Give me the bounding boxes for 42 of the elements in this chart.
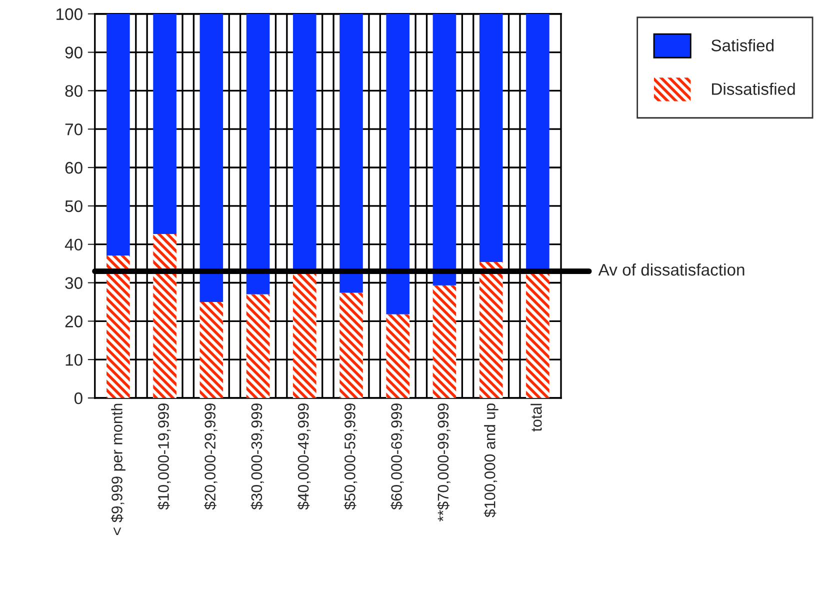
y-tick-label: 60 [65, 162, 82, 174]
bar [340, 292, 363, 398]
x-tick-label: $10,000-19,999 [157, 404, 171, 510]
x-tick-label: $60,000-69,999 [390, 404, 404, 510]
y-tick-label: 70 [65, 124, 82, 136]
bar [386, 14, 410, 314]
y-tick-label: 20 [65, 316, 82, 328]
legend-label: Satisfied [711, 39, 774, 52]
y-tick-label: 100 [56, 8, 82, 20]
x-tick-label: $30,000-39,999 [250, 404, 264, 510]
x-tick-label: $20,000-29,999 [204, 404, 218, 510]
bar [432, 14, 456, 286]
y-tick-label: 90 [65, 46, 82, 58]
y-tick-label: 50 [65, 200, 82, 212]
y-tick-label: 80 [65, 85, 82, 97]
bar [153, 14, 176, 234]
bar [432, 285, 456, 398]
y-tick-label: 40 [64, 238, 82, 251]
bar [246, 14, 270, 294]
x-tick-label: $100,000 and up [484, 403, 498, 518]
x-tick-label: $40,000-49,999 [297, 404, 311, 510]
bar [246, 294, 270, 398]
bar [106, 255, 130, 398]
x-tick-label: < $9,999 per month [110, 404, 126, 536]
bar [292, 272, 316, 398]
x-tick-label: **$70,000-99,999 [437, 404, 450, 522]
x-tick-label: total [530, 404, 542, 432]
bar [200, 14, 224, 302]
y-tick-label: 0 [74, 392, 82, 404]
bar [386, 314, 410, 398]
bar [526, 272, 550, 398]
legend-label: Dissatisfied [712, 82, 795, 95]
ref-line-label: Av of dissatisfaction [598, 263, 744, 276]
bar [153, 234, 176, 398]
bar [106, 14, 130, 256]
bar [479, 262, 503, 398]
bar [200, 302, 224, 398]
bar [340, 14, 363, 293]
bar [479, 14, 503, 262]
y-tick-label: 30 [65, 277, 82, 289]
x-tick-label: $50,000-59,999 [344, 404, 358, 510]
y-tick-label: 10 [66, 354, 82, 366]
